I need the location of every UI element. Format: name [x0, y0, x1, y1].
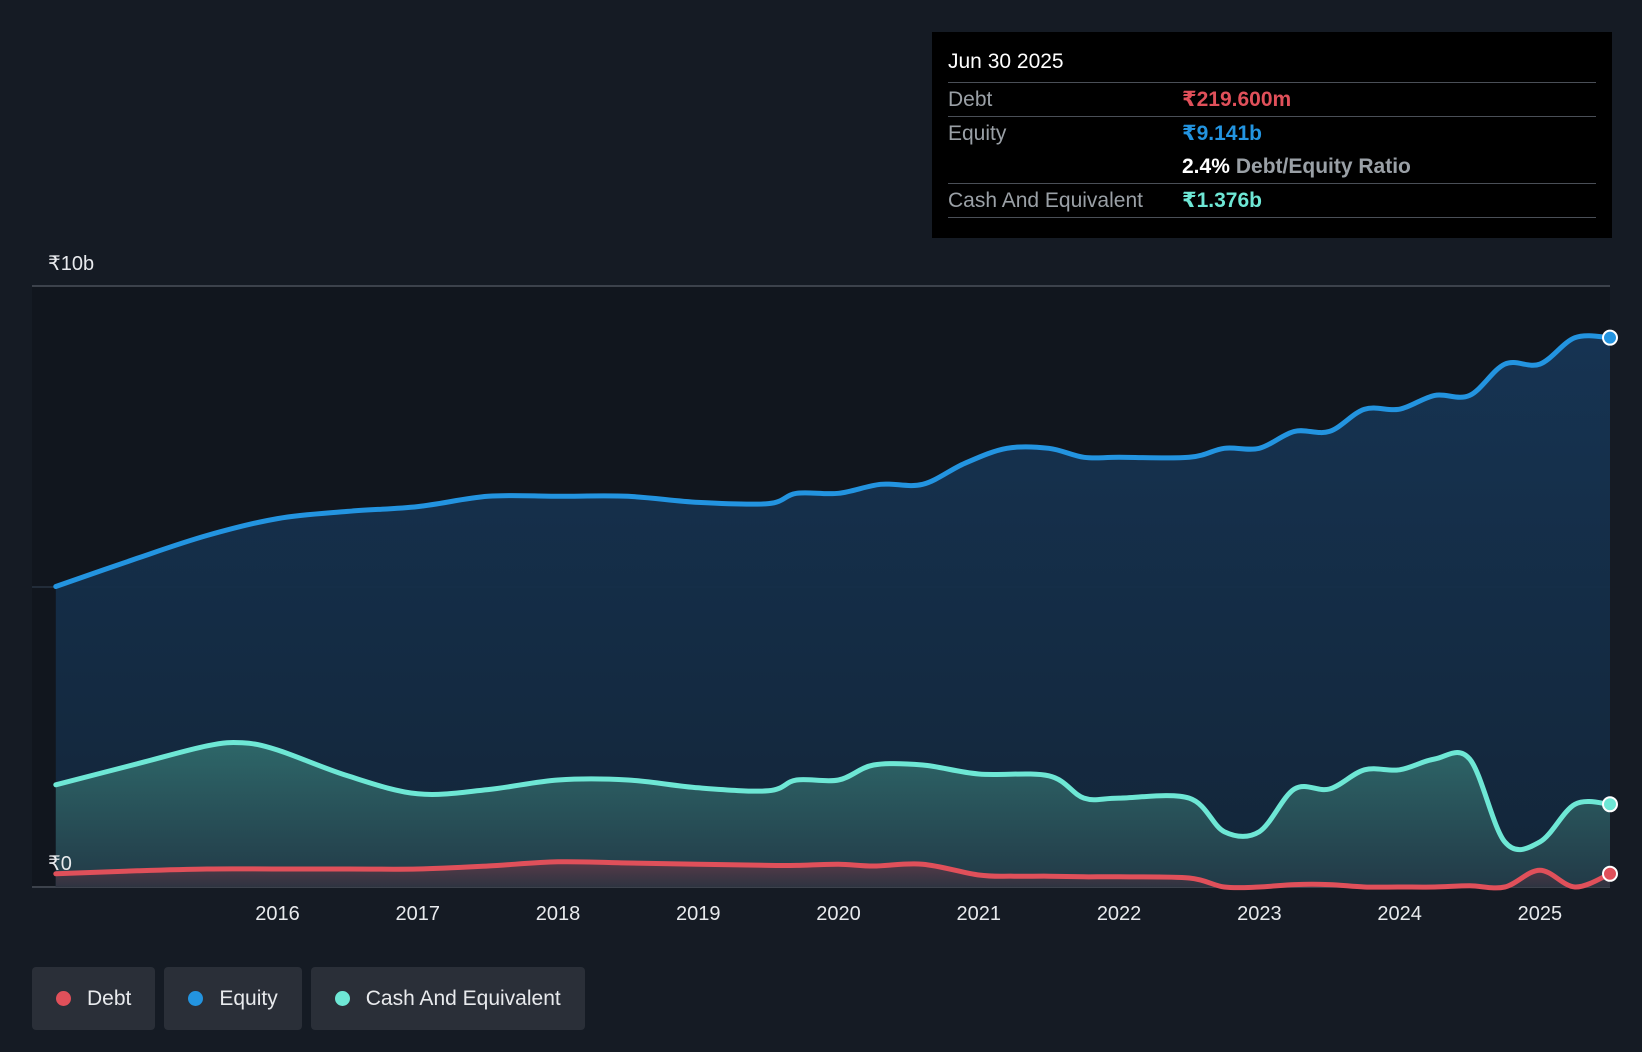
legend-item-equity[interactable]: Equity — [164, 967, 302, 1030]
tooltip-equity-label: Equity — [948, 122, 1007, 145]
y-label-bottom: ₹0 — [48, 853, 72, 875]
tooltip-debt-value: ₹219.600m — [1182, 88, 1292, 111]
tooltip-ratio-label: Debt/Equity Ratio — [1235, 155, 1411, 178]
x-tick-2019: 2019 — [676, 903, 721, 925]
x-tick-2018: 2018 — [536, 903, 581, 925]
tooltip-equity-value: ₹9.141b — [1182, 122, 1262, 145]
tooltip-debt-label: Debt — [948, 88, 993, 111]
legend-label-cash: Cash And Equivalent — [365, 986, 561, 1010]
tooltip-cash-label: Cash And Equivalent — [948, 189, 1143, 212]
tooltip-panel: Jun 30 2025 Debt ₹219.600m Equity ₹9.141… — [932, 32, 1612, 238]
legend-item-cash[interactable]: Cash And Equivalent — [310, 967, 585, 1030]
cash-and-equivalent-area — [55, 742, 1610, 887]
tooltip-ratio-spacer — [948, 150, 1182, 183]
y-label-top: ₹10b — [48, 253, 94, 275]
x-tick-2017: 2017 — [395, 903, 440, 925]
legend: Debt Equity Cash And Equivalent — [32, 967, 585, 1030]
equity-area — [55, 335, 1610, 887]
x-tick-2024: 2024 — [1377, 903, 1422, 925]
x-tick-2021: 2021 — [957, 903, 1002, 925]
tooltip-ratio-value: 2.4% — [1182, 155, 1230, 178]
tooltip-cash-value: ₹1.376b — [1182, 189, 1262, 212]
legend-label-debt: Debt — [87, 986, 132, 1010]
x-tick-2020: 2020 — [816, 903, 861, 925]
debt-line — [53, 859, 1613, 891]
tooltip-row-debt: Debt ₹219.600m — [948, 83, 1596, 117]
equity-end-marker[interactable] — [1602, 329, 1618, 346]
tooltip-row-ratio: 2.4% Debt/Equity Ratio — [948, 150, 1596, 184]
legend-label-equity: Equity — [219, 986, 278, 1010]
tooltip-date: Jun 30 2025 — [948, 46, 1596, 83]
tooltip-row-equity: Equity ₹9.141b — [948, 117, 1596, 150]
equity-dot-icon — [188, 991, 204, 1006]
equity-line — [53, 333, 1613, 589]
debt-dot-icon — [56, 991, 71, 1006]
cash-and-equivalent-line — [53, 739, 1613, 853]
x-tick-2023: 2023 — [1237, 903, 1282, 925]
x-tick-2022: 2022 — [1097, 903, 1142, 925]
cash-dot-icon — [334, 991, 350, 1006]
debt-end-marker[interactable] — [1602, 865, 1618, 882]
x-tick-2016: 2016 — [255, 903, 300, 925]
tooltip-row-cash: Cash And Equivalent ₹1.376b — [948, 184, 1596, 218]
x-tick-2025: 2025 — [1518, 903, 1563, 925]
legend-item-debt[interactable]: Debt — [32, 967, 156, 1030]
cash-and-equivalent-end-marker[interactable] — [1602, 796, 1618, 813]
